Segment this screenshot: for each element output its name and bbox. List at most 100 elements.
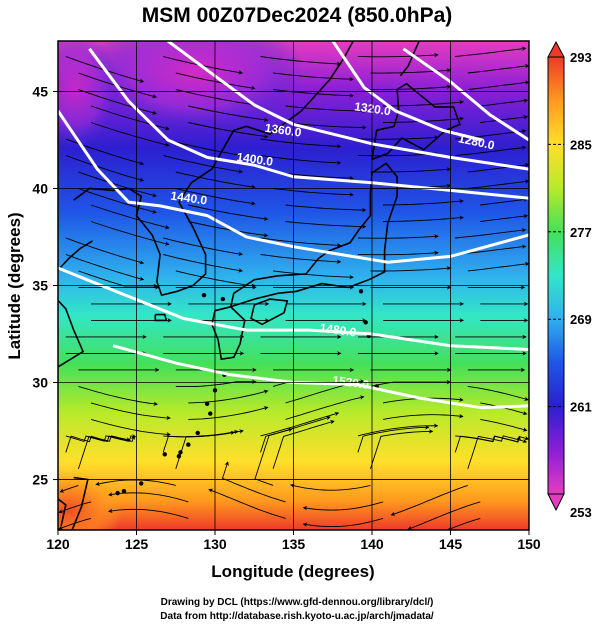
streamline bbox=[188, 389, 269, 404]
streamline bbox=[302, 501, 384, 511]
streamline bbox=[357, 135, 439, 140]
streamline bbox=[480, 98, 529, 107]
streamline bbox=[221, 461, 286, 503]
island bbox=[220, 296, 226, 302]
colorbar-label: 277 bbox=[570, 225, 592, 240]
streamline bbox=[260, 237, 342, 248]
x-tick-label: 140 bbox=[360, 536, 384, 552]
streamline bbox=[65, 237, 145, 265]
island bbox=[121, 488, 127, 494]
streamline bbox=[285, 122, 367, 130]
streamline bbox=[285, 105, 367, 114]
streamline bbox=[455, 46, 527, 57]
streamline bbox=[302, 517, 384, 528]
streamline bbox=[90, 204, 170, 230]
streamline bbox=[370, 167, 452, 173]
streamline bbox=[382, 215, 464, 222]
streamline bbox=[383, 100, 464, 107]
streamline bbox=[407, 501, 481, 530]
streamline bbox=[78, 89, 157, 115]
streamline bbox=[90, 221, 170, 246]
streamline bbox=[285, 221, 367, 229]
contour-line bbox=[58, 266, 529, 351]
colorbar-label: 253 bbox=[570, 505, 592, 520]
streamline bbox=[108, 508, 189, 519]
y-tick-label: 35 bbox=[32, 278, 48, 294]
contour-line bbox=[331, 41, 483, 142]
streamline bbox=[369, 429, 434, 470]
streamline bbox=[90, 122, 170, 147]
island bbox=[358, 289, 364, 294]
contour-line bbox=[112, 344, 529, 410]
streamline bbox=[357, 423, 439, 437]
contour-label: 1480.0 bbox=[319, 321, 358, 340]
colorbar-ticks: 293 285 277 269 261 253 bbox=[548, 50, 592, 520]
island bbox=[186, 442, 191, 447]
x-tick-label: 135 bbox=[282, 536, 306, 552]
coastline bbox=[229, 162, 398, 308]
streamline bbox=[90, 402, 171, 421]
island bbox=[208, 411, 213, 416]
coastline bbox=[73, 41, 354, 297]
streamline bbox=[163, 429, 244, 438]
streamline bbox=[90, 105, 170, 131]
y-tick-label: 40 bbox=[32, 180, 48, 196]
streamline bbox=[65, 433, 137, 443]
island bbox=[139, 481, 144, 486]
contour-label: 1360.0 bbox=[264, 121, 303, 140]
streamline bbox=[467, 179, 529, 189]
streamline bbox=[480, 114, 529, 123]
streamline bbox=[78, 171, 157, 198]
colorbar-top-triangle bbox=[547, 40, 565, 58]
contour-line bbox=[58, 110, 529, 264]
streamline bbox=[260, 415, 331, 453]
warm-corner-region bbox=[58, 470, 123, 530]
credit-data-source: Data from http://database.rish.kyoto-u.a… bbox=[160, 611, 434, 622]
coastline bbox=[58, 299, 85, 368]
streamline bbox=[382, 198, 464, 206]
streamline bbox=[467, 80, 529, 90]
streamline bbox=[447, 517, 481, 530]
plot-area: 1280.01320.01360.01400.01440.01480.01520… bbox=[58, 41, 529, 530]
streamline bbox=[357, 52, 439, 58]
streamline bbox=[272, 420, 335, 470]
colorbar-label: 293 bbox=[570, 50, 592, 65]
streamline bbox=[78, 188, 157, 214]
streamline bbox=[467, 162, 529, 173]
streamline bbox=[108, 492, 189, 503]
coastline bbox=[399, 41, 420, 77]
x-axis: 120 125 130 135 140 145 150 bbox=[46, 530, 541, 552]
streamline bbox=[455, 227, 527, 239]
streamline bbox=[455, 145, 527, 156]
x-axis-label: Longitude (degrees) bbox=[211, 562, 374, 581]
streamline bbox=[208, 488, 286, 519]
figure-title: MSM 00Z07Dec2024 (850.0hPa) bbox=[142, 4, 453, 27]
streamline bbox=[455, 435, 529, 443]
streamline bbox=[175, 379, 257, 388]
streamline bbox=[260, 155, 342, 165]
colorbar-label: 285 bbox=[570, 137, 592, 152]
streamline bbox=[480, 213, 529, 222]
streamline bbox=[188, 122, 269, 139]
coastlines bbox=[58, 41, 461, 530]
island bbox=[363, 320, 368, 325]
streamline bbox=[357, 250, 439, 256]
island bbox=[204, 401, 210, 407]
streamline bbox=[480, 418, 528, 432]
streamline bbox=[285, 204, 367, 213]
streamline bbox=[188, 221, 269, 238]
y-tick-label: 30 bbox=[32, 375, 48, 391]
island bbox=[178, 450, 183, 455]
contour-label: 1320.0 bbox=[353, 99, 392, 118]
island bbox=[115, 490, 120, 496]
y-tick-label: 25 bbox=[32, 472, 48, 488]
colorbar-bottom-triangle bbox=[547, 493, 565, 512]
x-tick-label: 125 bbox=[125, 536, 149, 552]
streamline bbox=[467, 63, 529, 74]
colorbar-label: 261 bbox=[570, 400, 592, 415]
streamline bbox=[273, 270, 354, 280]
colorbar-label: 269 bbox=[570, 312, 592, 327]
streamline bbox=[382, 413, 464, 420]
streamline bbox=[357, 425, 430, 453]
